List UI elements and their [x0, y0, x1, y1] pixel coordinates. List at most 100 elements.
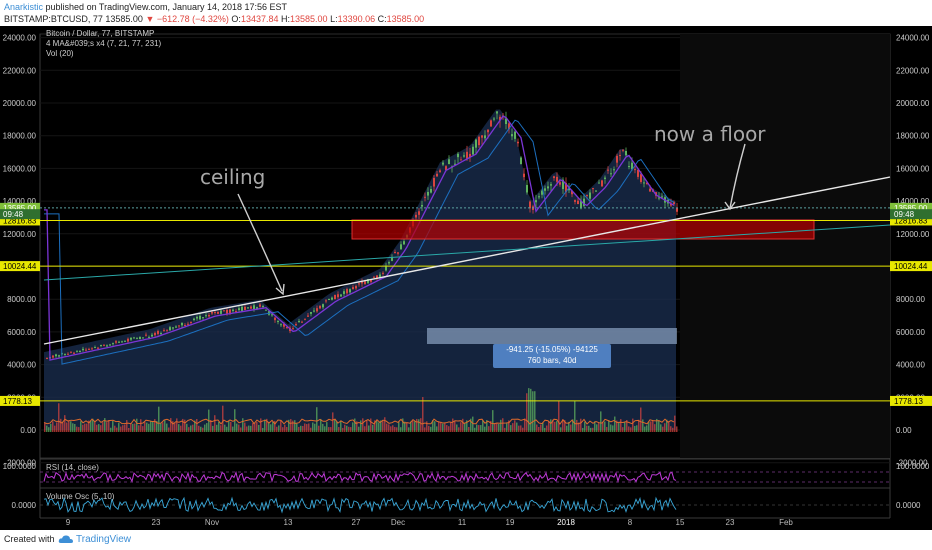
x-tick-label: Feb	[779, 518, 793, 527]
volume-bar	[606, 426, 608, 432]
vosc-scale-label: 0.0000	[896, 501, 921, 510]
symbol: BITSTAMP:BTCUSD, 77	[4, 14, 103, 24]
chart-svg: 24000.00 24000.00 22000.00 22000.00 20000.00…	[0, 33, 932, 527]
volume-bar	[500, 419, 502, 432]
volume-bar	[620, 419, 622, 432]
candle-body	[367, 279, 369, 283]
volume-bar	[594, 421, 596, 432]
chart-canvas[interactable]: 24000.00 24000.00 22000.00 22000.00 20000.00…	[0, 26, 932, 530]
candle-body	[106, 345, 108, 347]
candle-body	[73, 352, 75, 354]
candle-body	[403, 241, 405, 245]
volume-bar	[324, 426, 326, 432]
candle-body	[526, 185, 528, 193]
volume-bar	[530, 388, 532, 432]
candle-body	[520, 157, 522, 165]
candle-body	[523, 173, 525, 178]
candle-body	[229, 309, 231, 313]
volume-bar	[322, 423, 324, 432]
candle-body	[319, 306, 321, 309]
volume-bar	[550, 419, 552, 432]
candle-body	[322, 304, 324, 308]
volume-bar	[510, 425, 512, 432]
volume-bar	[196, 418, 198, 432]
publish-info: published on TradingView.com, January 14…	[45, 2, 288, 12]
candle-body	[586, 194, 588, 196]
volume-bar	[454, 421, 456, 432]
tradingview-link[interactable]: TradingView	[76, 534, 132, 545]
volume-bar	[524, 418, 526, 432]
vosc-line	[43, 496, 677, 514]
volume-bar	[636, 425, 638, 432]
volume-bar	[602, 422, 604, 432]
volume-bar	[520, 425, 522, 432]
volume-bar	[588, 425, 590, 432]
volume-bar	[484, 426, 486, 432]
volume-bar	[498, 423, 500, 432]
candle-body	[139, 337, 141, 340]
volume-bar	[124, 424, 126, 432]
vosc-pane-label: Volume Osc (5, 10)	[46, 492, 115, 501]
candle-body	[619, 155, 621, 157]
y-tick-label-right: 14000.00	[896, 197, 930, 206]
candle-body	[286, 326, 288, 328]
volume-bar	[76, 426, 78, 432]
candle-body	[562, 179, 564, 190]
volume-bar	[584, 421, 586, 432]
volume-bar	[378, 422, 380, 432]
volume-bar	[182, 418, 184, 432]
volume-bar	[54, 425, 56, 432]
volume-bar	[418, 419, 420, 432]
volume-bar	[456, 424, 458, 432]
volume-bar	[564, 420, 566, 432]
candle-body	[361, 281, 363, 284]
volume-bar	[486, 420, 488, 432]
measure-line-1: -941.25 (-15.05%) -94125	[506, 345, 598, 354]
volume-bar	[562, 419, 564, 432]
candle-body	[127, 338, 129, 342]
level-tag-label-left: 12816.83	[3, 216, 37, 225]
volume-bar	[430, 426, 432, 432]
volume-bar	[670, 426, 672, 432]
volume-bar	[318, 425, 320, 432]
author-link[interactable]: Anarkistic	[4, 2, 44, 12]
candle-body	[52, 355, 54, 358]
candle-body	[217, 311, 219, 314]
candle-body	[166, 329, 168, 331]
volume-bar	[404, 421, 406, 432]
volume-bar	[358, 426, 360, 432]
volume-bar	[328, 427, 330, 432]
y-tick-label-right: 6000.00	[896, 328, 925, 337]
ma-line-fast	[44, 115, 675, 361]
volume-bar	[112, 421, 114, 432]
volume-bar	[450, 422, 452, 432]
candle-body	[121, 341, 123, 343]
volume-bar	[270, 424, 272, 432]
candle-body	[70, 351, 72, 353]
level-tag-left	[0, 209, 40, 220]
volume-bar	[176, 418, 178, 432]
volume-bar	[512, 423, 514, 432]
candle-body	[640, 174, 642, 182]
volume-bar	[92, 418, 94, 432]
volume-bar	[230, 421, 232, 432]
volume-bar	[414, 421, 416, 432]
symbol-line: BITSTAMP:BTCUSD, 77 13585.00 ▼ −612.78 (…	[4, 13, 424, 25]
candle-body	[457, 153, 459, 158]
candle-body	[439, 170, 441, 173]
publish-line: Anarkistic published on TradingView.com,…	[4, 1, 287, 13]
volume-bar	[372, 424, 374, 432]
candle-body	[349, 289, 351, 293]
volume-bar	[630, 427, 632, 432]
candle-body	[568, 187, 570, 191]
volume-bar	[534, 391, 536, 432]
volume-bar	[236, 423, 238, 432]
candle-body	[541, 190, 543, 195]
volume-bar	[58, 403, 60, 432]
y-tick-label-left: 12000.00	[3, 230, 37, 239]
close-value: 13585.00	[386, 14, 425, 24]
candle-body	[157, 331, 159, 334]
y-tick-label-right: -2000.00	[896, 459, 928, 468]
candle-body	[580, 200, 582, 209]
volume-bar	[660, 424, 662, 432]
